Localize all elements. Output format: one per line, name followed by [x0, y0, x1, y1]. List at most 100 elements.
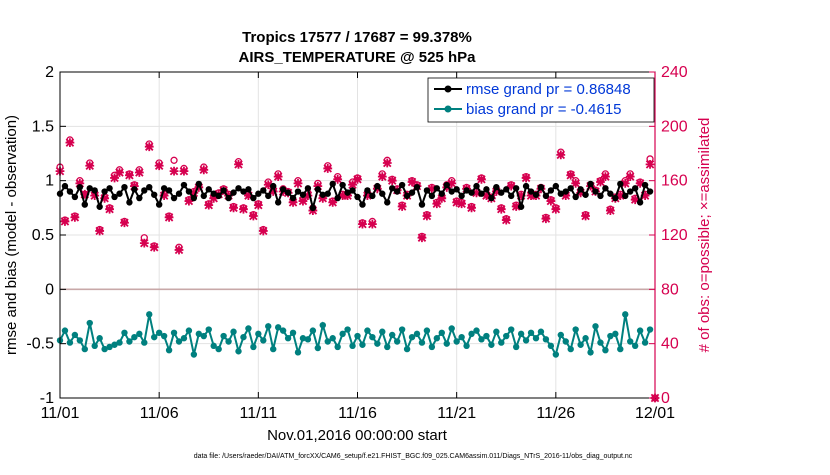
bias-point — [448, 325, 455, 332]
obs-assimilated-marker — [75, 178, 85, 188]
bias-point — [334, 343, 341, 351]
obs-assimilated-marker — [189, 188, 199, 198]
bias-point — [255, 330, 262, 338]
bias-point — [428, 343, 436, 351]
obs-assimilated-marker — [397, 202, 407, 211]
rmse-point — [146, 183, 153, 191]
obs-assimilated-marker — [323, 164, 333, 173]
obs-assimilated-marker — [491, 187, 501, 196]
rmse-point — [359, 201, 366, 208]
rmse-point — [423, 187, 431, 194]
obs-assimilated-marker — [447, 178, 457, 188]
rmse-point — [61, 182, 69, 190]
rmse-point — [448, 188, 455, 195]
obs-assimilated-marker — [244, 191, 253, 201]
rmse-point — [592, 188, 599, 195]
rmse-point — [260, 187, 267, 194]
obs-assimilated-marker — [90, 191, 100, 201]
bias-point — [453, 338, 460, 345]
obs-assimilated-marker — [605, 206, 615, 215]
bias-point — [111, 341, 118, 348]
obs-assimilated-marker — [556, 150, 566, 160]
bias-point — [547, 342, 555, 350]
rmse-point — [155, 201, 163, 208]
bias-point — [418, 339, 426, 346]
obs-assimilated-marker — [164, 212, 174, 222]
obs-assimilated-marker — [60, 217, 70, 226]
bias-point — [190, 351, 198, 358]
bias-point — [304, 336, 312, 343]
y-right-tick-label: 0 — [661, 390, 670, 407]
rmse-point — [96, 203, 103, 210]
obs-assimilated-marker — [546, 196, 556, 206]
rmse-point — [71, 193, 79, 201]
obs-assimilated-marker — [70, 212, 80, 222]
rmse-point — [91, 187, 98, 194]
chart-subtitle: AIRS_TEMPERATURE @ 525 hPa — [239, 49, 477, 66]
y-left-tick-label: 2 — [45, 64, 54, 81]
obs-assimilated-marker — [477, 174, 486, 184]
bias-point — [205, 326, 212, 333]
x-tick-label: 11/26 — [536, 405, 575, 422]
rmse-point — [349, 187, 356, 194]
rmse-point — [428, 192, 436, 200]
bias-point — [393, 338, 401, 345]
bias-point — [542, 336, 550, 343]
bias-point — [577, 341, 584, 348]
rmse-point — [354, 193, 361, 201]
rmse-point — [329, 180, 336, 188]
obs-assimilated-marker — [566, 170, 576, 180]
obs-assimilated-marker — [581, 211, 590, 221]
obs-assimilated-marker — [467, 203, 476, 213]
rmse-point — [498, 189, 505, 196]
rmse-point — [641, 181, 649, 189]
rmse-point — [403, 192, 411, 200]
bias-point — [339, 330, 346, 338]
obs-assimilated-marker — [457, 199, 467, 209]
bias-point — [463, 342, 470, 350]
obs-assimilated-marker — [348, 180, 357, 190]
bias-point — [131, 333, 138, 341]
obs-assimilated-marker — [363, 191, 372, 201]
bias-point — [284, 335, 292, 342]
rmse-point — [572, 193, 579, 201]
rmse-point — [473, 182, 480, 190]
bias-point — [582, 335, 589, 342]
obs-assimilated-marker — [248, 211, 258, 221]
bias-point — [641, 339, 649, 346]
x-tick-label: 11/11 — [239, 405, 277, 422]
obs-assimilated-marker — [601, 172, 610, 181]
rmse-point — [240, 188, 247, 195]
bias-point — [235, 348, 242, 355]
bias-point — [195, 330, 203, 338]
bias-point — [478, 336, 485, 343]
bias-point — [622, 311, 629, 318]
obs-assimilated-marker — [125, 170, 134, 180]
bias-point — [413, 330, 421, 338]
rmse-point — [136, 194, 143, 202]
legend-rmse-marker — [444, 85, 452, 93]
bias-point — [349, 342, 356, 350]
bias-point — [185, 327, 193, 334]
bias-point — [200, 332, 207, 340]
obs-assimilated-marker — [303, 191, 313, 201]
rmse-point — [458, 192, 465, 200]
bias-point — [498, 339, 505, 346]
y-left-tick-label: -1 — [40, 390, 54, 407]
rmse-point — [175, 190, 183, 197]
rmse-point — [215, 192, 222, 200]
obs-assimilated-marker — [452, 198, 462, 207]
obs-assimilated-marker — [358, 219, 367, 229]
bias-point — [294, 349, 302, 356]
rmse-point — [517, 203, 525, 210]
obs-assimilated-marker — [85, 161, 95, 171]
bias-point — [443, 340, 450, 347]
x-axis-label: Nov.01,2016 00:00:00 start — [267, 427, 448, 444]
bias-point — [597, 339, 604, 346]
rmse-point — [542, 192, 550, 200]
rmse-point — [636, 199, 644, 206]
rmse-point — [602, 185, 609, 192]
bias-point — [265, 323, 272, 330]
bias-point — [468, 330, 475, 338]
obs-assimilated-marker — [635, 178, 645, 188]
